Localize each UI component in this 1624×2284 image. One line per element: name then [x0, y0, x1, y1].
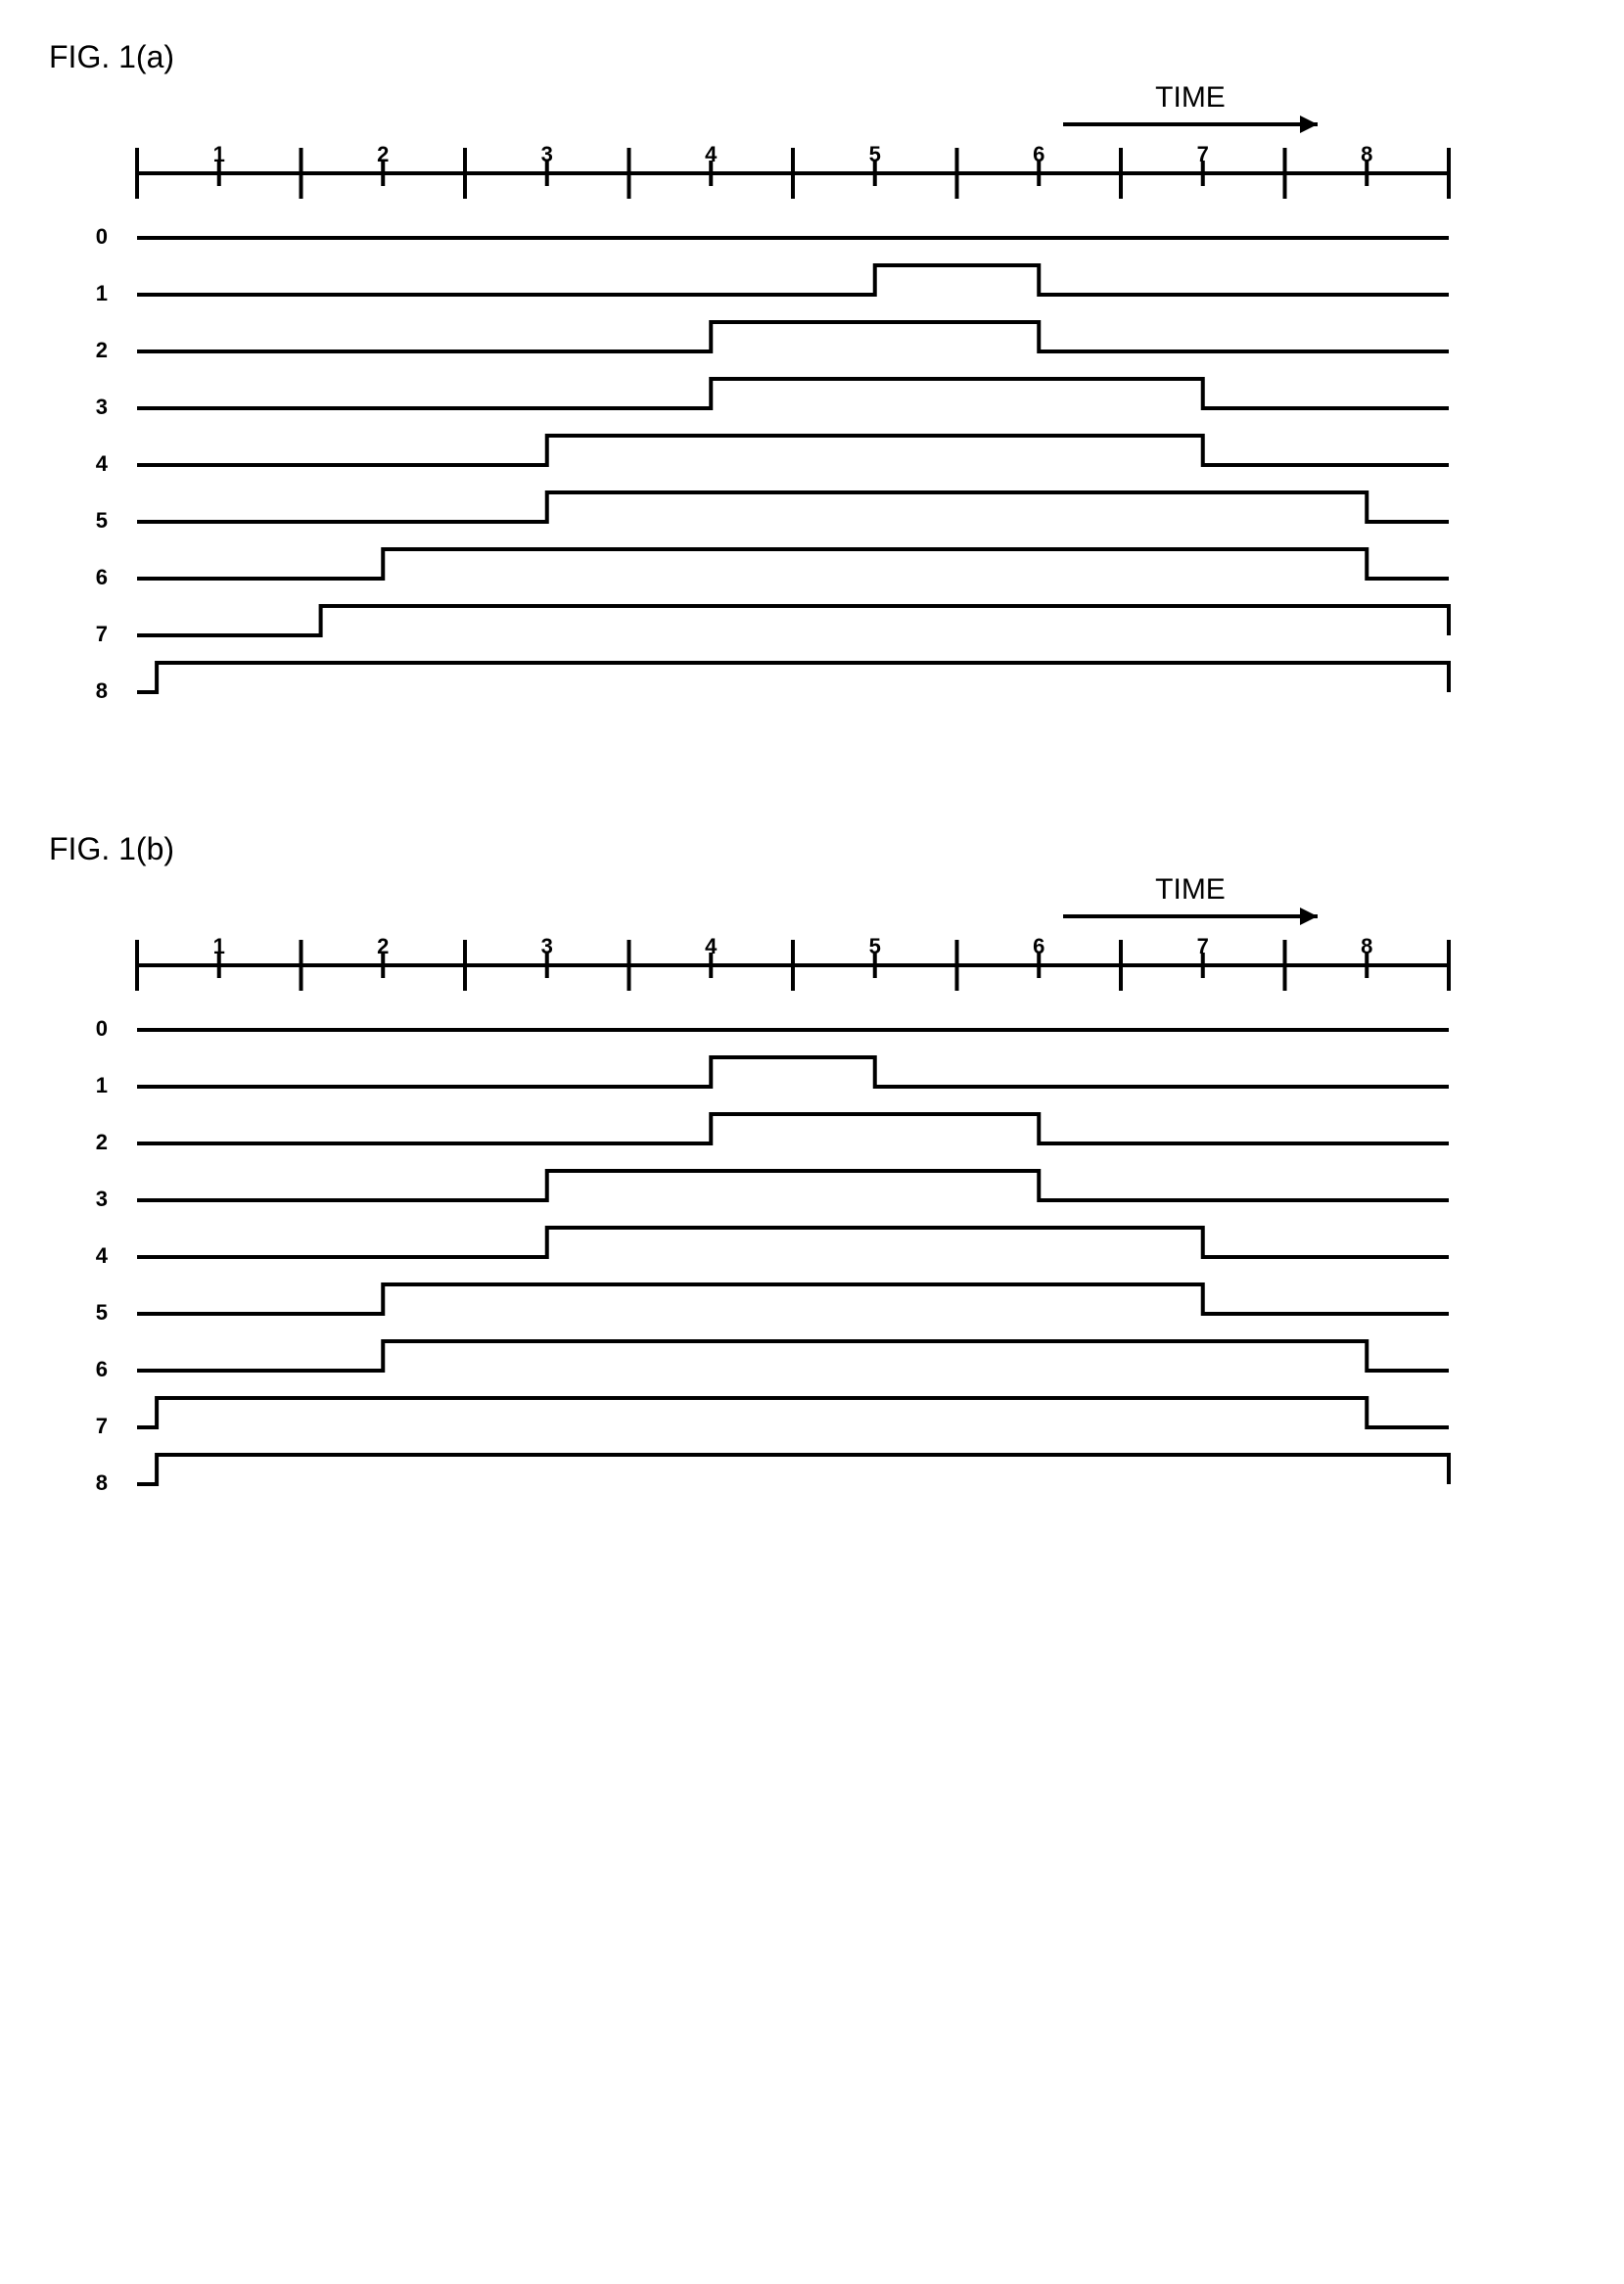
axis-tick-label: 8: [1361, 142, 1372, 166]
signal-waveform: [137, 1171, 1449, 1200]
axis-tick-label: 7: [1197, 934, 1209, 958]
signal-waveform: [137, 322, 1449, 351]
signal-label: 4: [96, 1243, 109, 1268]
axis-tick-label: 8: [1361, 934, 1372, 958]
signal-waveform: [137, 1398, 1449, 1427]
axis-tick-label: 4: [705, 142, 718, 166]
axis-tick-label: 6: [1033, 142, 1044, 166]
axis-tick-label: 3: [541, 934, 553, 958]
axis-tick-label: 2: [377, 934, 389, 958]
signal-waveform: [137, 1057, 1449, 1087]
axis-tick-label: 4: [705, 934, 718, 958]
timing-diagram: TIME 1 2 3 4 5 6 7 8 0 1 2 3 4 5 6 7 8: [39, 877, 1508, 1545]
signal-waveform: [137, 1114, 1449, 1143]
signal-waveform: [137, 663, 1449, 692]
signal-label: 2: [96, 338, 108, 362]
signal-label: 6: [96, 565, 108, 589]
signal-waveform: [137, 549, 1449, 579]
signal-label: 8: [96, 1470, 108, 1495]
signal-label: 1: [96, 1073, 108, 1097]
signal-waveform: [137, 1341, 1449, 1371]
axis-tick-label: 5: [869, 142, 881, 166]
signal-label: 0: [96, 224, 108, 249]
time-axis-label: TIME: [1155, 877, 1226, 906]
time-axis-label: TIME: [1155, 85, 1226, 114]
signal-label: 4: [96, 451, 109, 476]
axis-tick-label: 1: [213, 142, 225, 166]
axis-tick-label: 1: [213, 934, 225, 958]
axis-tick-label: 2: [377, 142, 389, 166]
axis-tick-label: 5: [869, 934, 881, 958]
figure-title: FIG. 1(a): [49, 39, 1585, 75]
time-arrow-head: [1300, 908, 1318, 925]
signal-waveform: [137, 436, 1449, 465]
axis-tick-label: 6: [1033, 934, 1044, 958]
signal-waveform: [137, 265, 1449, 295]
figure-title: FIG. 1(b): [49, 831, 1585, 867]
signal-label: 3: [96, 1187, 108, 1211]
signal-label: 6: [96, 1357, 108, 1381]
signal-waveform: [137, 379, 1449, 408]
signal-label: 5: [96, 508, 108, 533]
signal-label: 5: [96, 1300, 108, 1325]
signal-waveform: [137, 606, 1449, 635]
signal-label: 7: [96, 1414, 108, 1438]
figure-container: FIG. 1(b) TIME 1 2 3 4 5 6 7 8 0 1 2 3 4 5 6 7 8: [39, 831, 1585, 1545]
signal-waveform: [137, 1284, 1449, 1314]
axis-tick-label: 7: [1197, 142, 1209, 166]
signal-label: 0: [96, 1016, 108, 1041]
time-arrow-head: [1300, 116, 1318, 133]
signal-label: 8: [96, 678, 108, 703]
signal-waveform: [137, 1228, 1449, 1257]
axis-tick-label: 3: [541, 142, 553, 166]
signal-waveform: [137, 1455, 1449, 1484]
signal-label: 7: [96, 622, 108, 646]
signal-label: 3: [96, 395, 108, 419]
signal-waveform: [137, 492, 1449, 522]
figure-container: FIG. 1(a) TIME 1 2 3 4 5 6 7 8 0 1 2 3 4 5 6 7 8: [39, 39, 1585, 753]
signal-label: 1: [96, 281, 108, 305]
timing-diagram: TIME 1 2 3 4 5 6 7 8 0 1 2 3 4 5 6 7 8: [39, 85, 1508, 753]
signal-label: 2: [96, 1130, 108, 1154]
